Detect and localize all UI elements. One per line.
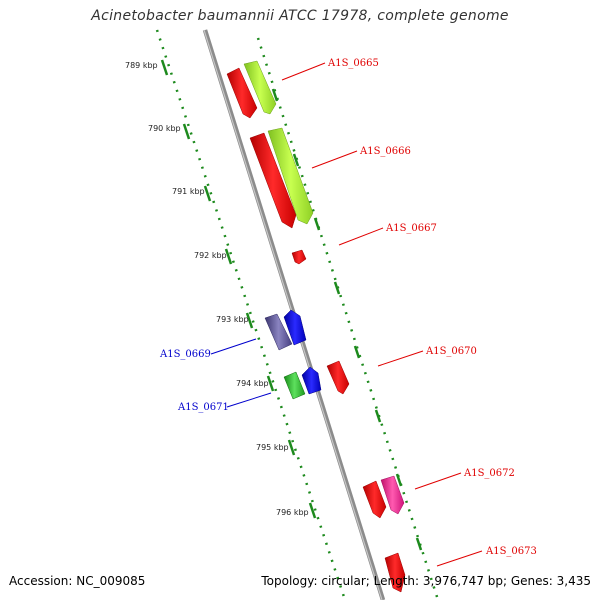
gene-label[interactable]: A1S_0666: [359, 146, 411, 157]
gene-A1S_0669-slate[interactable]: [264, 313, 293, 351]
ruler-label: 792 kbp: [194, 251, 227, 260]
gene-A1S_0665-yellowgreen[interactable]: [243, 60, 277, 115]
ruler-label: 793 kbp: [216, 315, 249, 324]
gene-label[interactable]: A1S_0673: [485, 546, 537, 557]
gene-A1S_0665-red[interactable]: [226, 67, 258, 119]
gene-label[interactable]: A1S_0670: [425, 346, 477, 357]
gene-A1S_0669-blue[interactable]: [283, 309, 307, 346]
accession-text: Accession: NC_009085: [9, 574, 146, 588]
reverse-leader-lines: [210, 338, 272, 408]
forward-leader-lines: [281, 62, 483, 567]
ruler-label: 789 kbp: [125, 61, 158, 70]
ruler-label: 790 kbp: [148, 124, 181, 133]
ruler-label: 791 kbp: [172, 187, 205, 196]
gene-A1S_0671-blue[interactable]: [301, 366, 322, 395]
outer-major-ticks: [271, 88, 423, 551]
ruler-label: 794 kbp: [236, 379, 269, 388]
gene-A1S_0667[interactable]: [291, 249, 307, 265]
gene-label[interactable]: A1S_0667: [385, 223, 437, 234]
gene-A1S_0666-yellowgreen[interactable]: [267, 127, 314, 225]
inner-major-ticks: [160, 59, 317, 519]
gene-A1S_0673[interactable]: [384, 552, 406, 593]
gene-label[interactable]: A1S_0669: [159, 349, 211, 360]
gene-A1S_0671-green[interactable]: [283, 371, 306, 400]
map-title: Acinetobacter baumannii ATCC 17978, comp…: [91, 8, 509, 24]
gene-A1S_0672-red[interactable]: [362, 480, 387, 519]
gene-A1S_0666-red[interactable]: [249, 132, 297, 229]
ruler-label: 796 kbp: [276, 508, 309, 517]
gene-label[interactable]: A1S_0665: [327, 58, 379, 69]
gene-A1S_0672-magenta[interactable]: [380, 475, 405, 515]
gene-A1S_0670[interactable]: [326, 360, 350, 395]
gene-label[interactable]: A1S_0671: [177, 402, 229, 413]
inner-tick-ring: [155, 29, 347, 600]
ruler-label: 795 kbp: [256, 443, 289, 452]
gene-label[interactable]: A1S_0672: [463, 468, 515, 479]
genome-summary-text: Topology: circular; Length: 3,976,747 bp…: [261, 574, 591, 588]
